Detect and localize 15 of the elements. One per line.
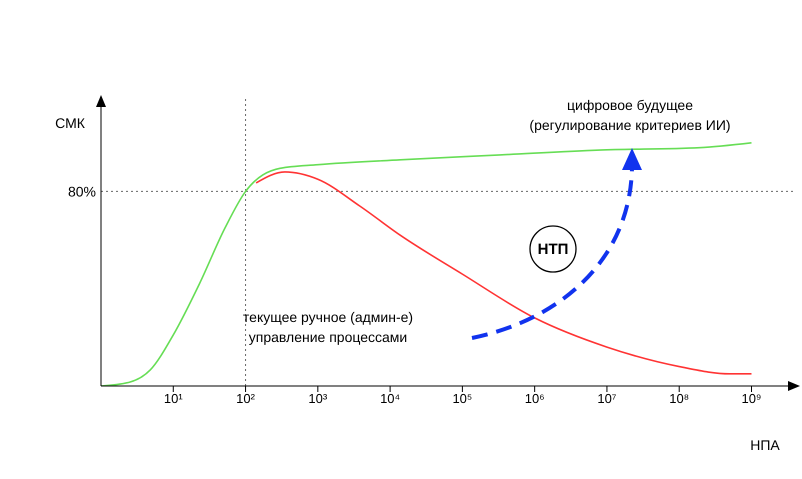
annotation: НТП <box>538 241 568 258</box>
x-tick-label: 10⁸ <box>669 391 690 406</box>
ref-line-label: 80% <box>68 183 96 200</box>
x-tick-label: 10² <box>236 391 256 406</box>
x-tick-label: 10⁷ <box>597 391 617 406</box>
x-tick-label: 10⁵ <box>452 391 472 406</box>
x-tick-label: 10¹ <box>164 391 184 406</box>
y-axis-title: СМК <box>55 115 86 131</box>
x-tick-label: 10⁶ <box>524 391 545 406</box>
text: цифровое будущее (регулирование критериев ИИ) <box>529 97 731 133</box>
annotation: текущее ручное (админ-е) управление процессами <box>242 309 414 345</box>
x-tick-label: 10⁴ <box>380 391 400 406</box>
x-tick-label: 10³ <box>308 391 328 406</box>
x-tick-label: 10⁹ <box>741 391 762 406</box>
x-axis-title: НПА <box>750 437 780 453</box>
